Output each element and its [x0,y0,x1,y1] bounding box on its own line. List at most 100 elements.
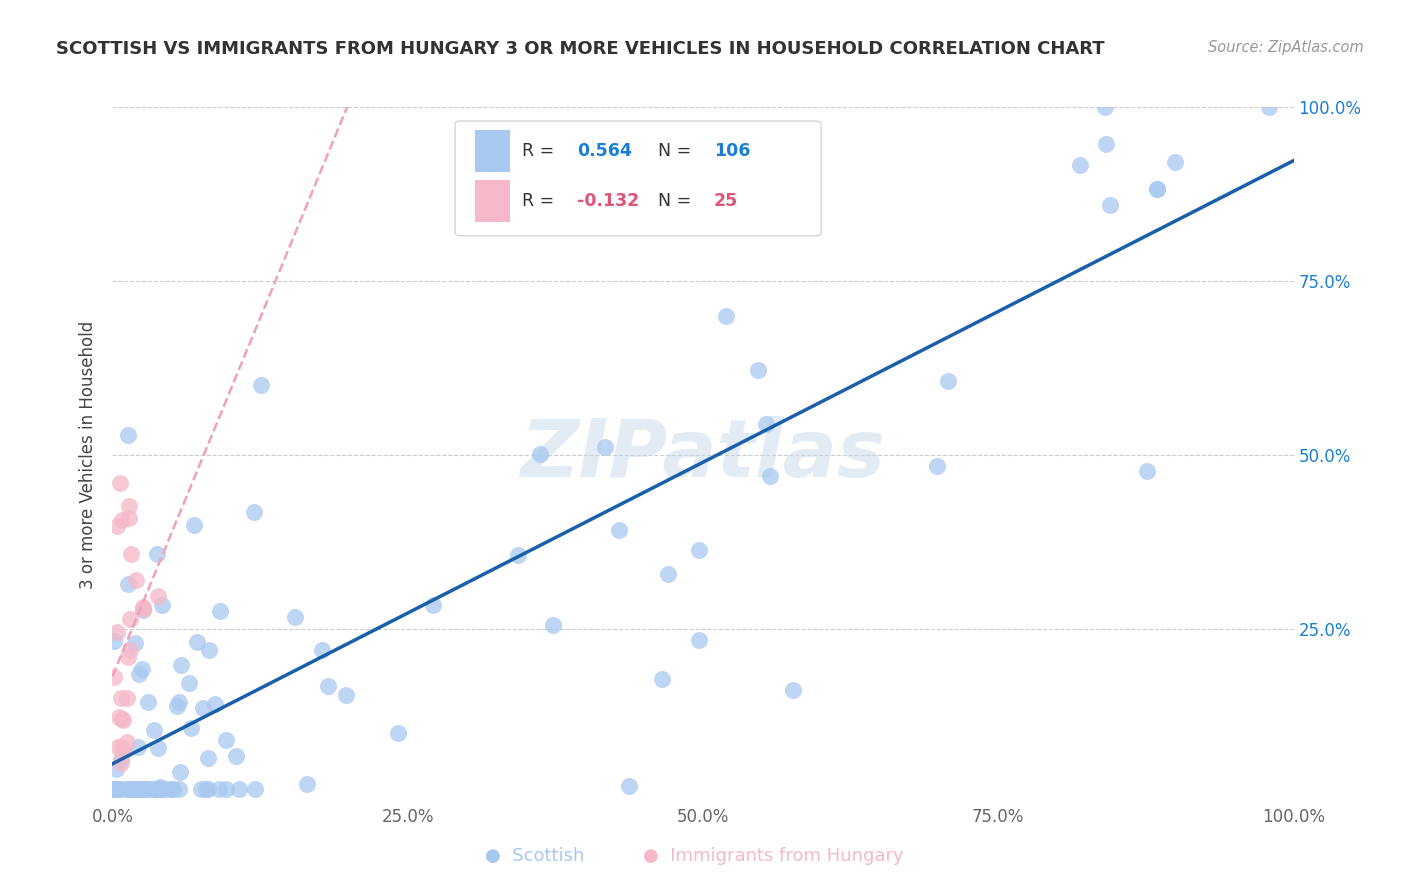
Text: 106: 106 [714,142,749,160]
Point [146,781,169,796]
Point [150,781,173,796]
Point [1098,198,1121,212]
Point [132,602,155,616]
Point [651,673,673,687]
Point [170,658,193,673]
Point [311,643,333,657]
Point [115,691,138,706]
Point [132,599,155,614]
Point [136,695,159,709]
Point [110,756,132,771]
Text: ●  Scottish: ● Scottish [485,847,583,865]
Point [607,523,630,537]
Point [177,676,200,690]
Point [103,781,125,796]
Text: N =: N = [658,142,697,160]
Text: SCOTTISH VS IMMIGRANTS FROM HUNGARY 3 OR MORE VEHICLES IN HOUSEHOLD CORRELATION : SCOTTISH VS IMMIGRANTS FROM HUNGARY 3 OR… [56,40,1105,58]
Point [111,745,134,759]
Point [129,781,152,796]
Point [506,548,529,562]
Point [120,612,142,626]
Point [145,547,167,561]
Point [124,781,146,796]
Point [707,190,730,204]
Point [150,598,173,612]
Text: ZIPatlas: ZIPatlas [520,416,886,494]
Point [105,624,128,639]
Point [742,195,765,210]
Point [215,781,238,796]
FancyBboxPatch shape [475,180,510,222]
Point [197,781,219,796]
Point [195,781,218,796]
FancyBboxPatch shape [456,121,821,235]
Point [167,695,190,709]
Point [108,709,131,723]
Point [117,576,139,591]
Text: R =: R = [522,142,560,160]
Point [105,519,128,533]
Point [111,712,134,726]
Point [111,739,134,754]
Point [755,417,778,431]
Point [117,428,139,442]
Text: 25: 25 [714,192,738,210]
Point [145,781,167,796]
Point [167,781,190,796]
Text: R =: R = [522,192,560,210]
Point [107,740,129,755]
Point [1069,158,1091,172]
Point [208,604,231,618]
Point [111,714,134,728]
Point [180,721,202,735]
Point [117,735,139,749]
Point [125,573,148,587]
Point [225,748,247,763]
Point [747,363,769,377]
Point [105,781,128,796]
Point [782,682,804,697]
Point [146,590,169,604]
Point [169,764,191,779]
Point [617,779,640,793]
Point [127,740,149,755]
Point [132,781,155,796]
Point [120,642,142,657]
Point [186,635,208,649]
Point [110,781,132,796]
Point [541,618,564,632]
Point [135,781,157,796]
Point [128,781,150,796]
Point [208,781,231,796]
Point [149,780,172,794]
Point [936,374,959,388]
Point [124,781,146,796]
Point [162,781,184,796]
Point [1094,137,1116,152]
Point [198,643,221,657]
Point [120,547,142,561]
Point [214,733,236,747]
Point [124,781,146,796]
Point [117,781,139,796]
Point [117,499,139,513]
Point [1146,182,1168,196]
Point [183,517,205,532]
Point [228,781,250,796]
Point [295,777,318,791]
Point [139,781,162,796]
Point [103,781,125,796]
Point [115,781,138,796]
Point [117,649,139,664]
Point [593,440,616,454]
Point [128,781,150,796]
Point [107,781,129,796]
Point [128,666,150,681]
Point [688,633,710,648]
Point [191,701,214,715]
Point [204,697,226,711]
Text: Source: ZipAtlas.com: Source: ZipAtlas.com [1208,40,1364,55]
Point [143,781,166,796]
Point [927,458,949,473]
Point [148,741,170,756]
